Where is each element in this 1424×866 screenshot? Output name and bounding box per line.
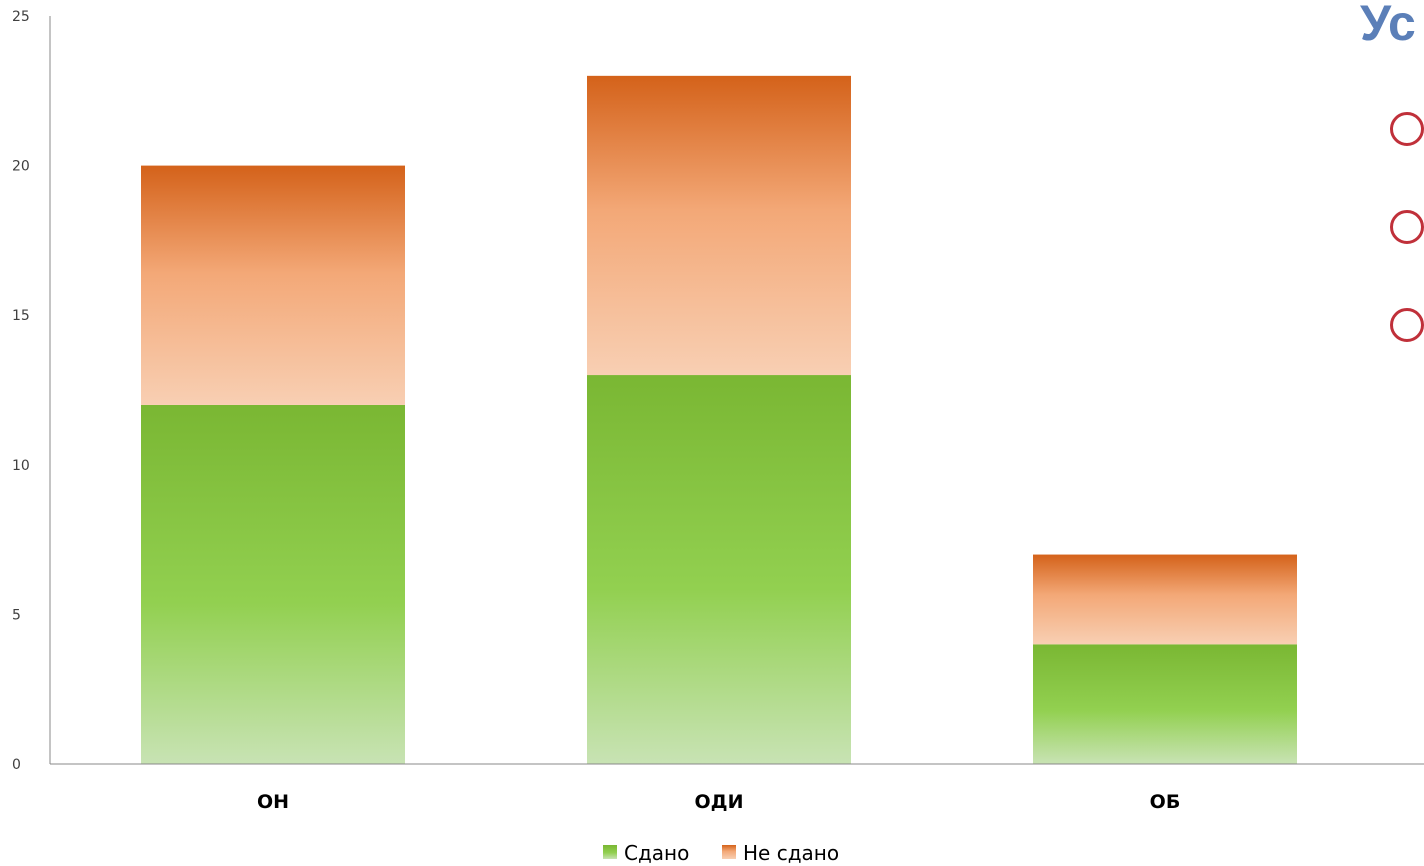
slide-title: Ус	[1360, 0, 1416, 51]
legend-swatch-ne-sdano	[722, 845, 736, 859]
legend-swatch-sdano	[603, 845, 617, 859]
x-tick-label: ОДИ	[695, 791, 744, 813]
y-tick-label: 5	[12, 607, 21, 623]
y-tick-label: 20	[12, 159, 30, 175]
axes-layer: ОН ОДИ ОБ 0 5 10 15 20 25	[12, 9, 1424, 813]
bullet-circle-icon	[1390, 112, 1424, 146]
y-tick-label: 15	[12, 308, 30, 324]
bar-ne-sdano-1	[141, 165, 405, 405]
legend: Сдано Не сдано	[603, 841, 839, 865]
bar-ne-sdano-3	[1033, 554, 1297, 645]
legend-label-ne-sdano: Не сдано	[743, 841, 839, 865]
bar-sdano-1	[141, 404, 405, 764]
bullet-circle-icon	[1390, 210, 1424, 244]
x-tick-label: ОН	[257, 791, 289, 813]
bullet-circle-icon	[1390, 308, 1424, 342]
bar-ne-sdano-2	[587, 75, 851, 376]
y-tick-label: 0	[12, 757, 21, 773]
bar-sdano-2	[587, 375, 851, 764]
y-tick-label: 25	[12, 9, 30, 25]
bar-sdano-3	[1033, 644, 1297, 764]
x-tick-label: ОБ	[1150, 791, 1181, 813]
y-tick-label: 10	[12, 458, 30, 474]
legend-label-sdano: Сдано	[624, 841, 689, 865]
bars-layer	[141, 75, 1297, 764]
